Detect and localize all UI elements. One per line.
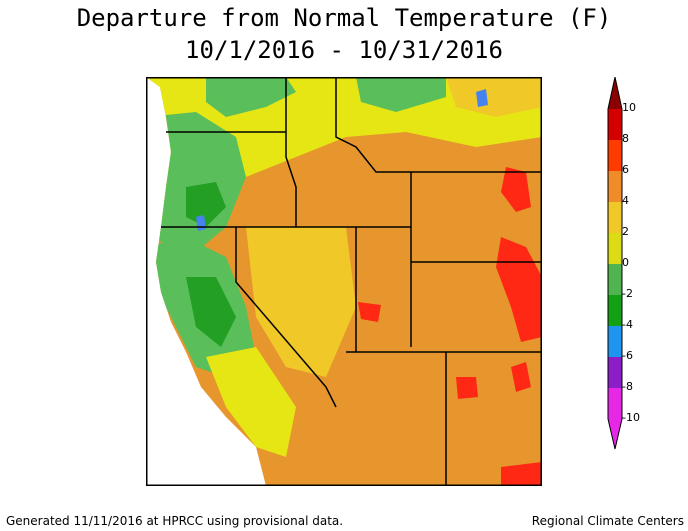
- region-north-green-2: [356, 77, 446, 112]
- colorbar-bottom-arrow: [608, 419, 622, 449]
- colorbar-label: -6: [622, 349, 633, 362]
- border-mt-id: [335, 77, 411, 173]
- colorbar-segment: [608, 109, 622, 140]
- footer-generated-note: Generated 11/11/2016 at HPRCC using prov…: [6, 514, 344, 528]
- colorbar-label: 10: [622, 101, 636, 114]
- temperature-departure-map: [146, 77, 542, 486]
- region-hot-co: [496, 237, 542, 342]
- colorbar-segment: [608, 326, 622, 357]
- colorbar-outline: [607, 77, 623, 450]
- colorbar-label: 8: [622, 132, 629, 145]
- region-cold-mt: [476, 89, 488, 107]
- colorbar-label: 6: [622, 163, 629, 176]
- land-layer: [146, 77, 542, 486]
- region-idaho-orange: [296, 137, 416, 217]
- region-hot-ut: [358, 302, 381, 322]
- colorbar-label: -2: [622, 287, 633, 300]
- region-nevada: [246, 227, 356, 377]
- state-borders: [161, 77, 542, 486]
- colorbar-top-arrow: [608, 77, 622, 109]
- region-ca-darkgreen: [186, 277, 236, 347]
- colorbar-label: 0: [622, 256, 629, 269]
- legend-colorbar: [607, 77, 623, 450]
- colorbar-segment: [608, 171, 622, 202]
- region-hot-nm-east: [511, 362, 531, 392]
- map-subtitle: 10/1/2016 - 10/31/2016: [185, 36, 503, 64]
- colorbar-segment: [608, 264, 622, 295]
- colorbar-segment: [608, 140, 622, 171]
- region-pnw-green: [146, 112, 246, 252]
- region-hot-tx: [501, 462, 542, 486]
- colorbar-segment: [608, 233, 622, 264]
- border-ca-nv: [235, 227, 337, 408]
- colorbar-segment: [608, 388, 622, 419]
- map-title: Departure from Normal Temperature (F): [76, 4, 612, 32]
- map-frame: [146, 77, 542, 486]
- colorbar-label: 4: [622, 194, 629, 207]
- colorbar-label: 2: [622, 225, 629, 238]
- region-socal-yellow: [206, 347, 296, 457]
- region-north-green-1: [206, 77, 296, 117]
- colorbar-label: -4: [622, 318, 633, 331]
- colorbar-segment: [608, 202, 622, 233]
- colorbar-label: -8: [622, 380, 633, 393]
- colorbar-segment: [608, 295, 622, 326]
- region-oregon-darkgreen: [186, 182, 226, 227]
- region-hot-nm: [456, 377, 478, 399]
- border-id-west: [285, 77, 297, 227]
- region-northeast-yellow: [446, 77, 542, 117]
- footer-source: Regional Climate Centers: [531, 514, 684, 528]
- colorbar-label: -10: [622, 411, 640, 424]
- region-hot-wy: [501, 167, 531, 212]
- colorbar-segment: [608, 357, 622, 388]
